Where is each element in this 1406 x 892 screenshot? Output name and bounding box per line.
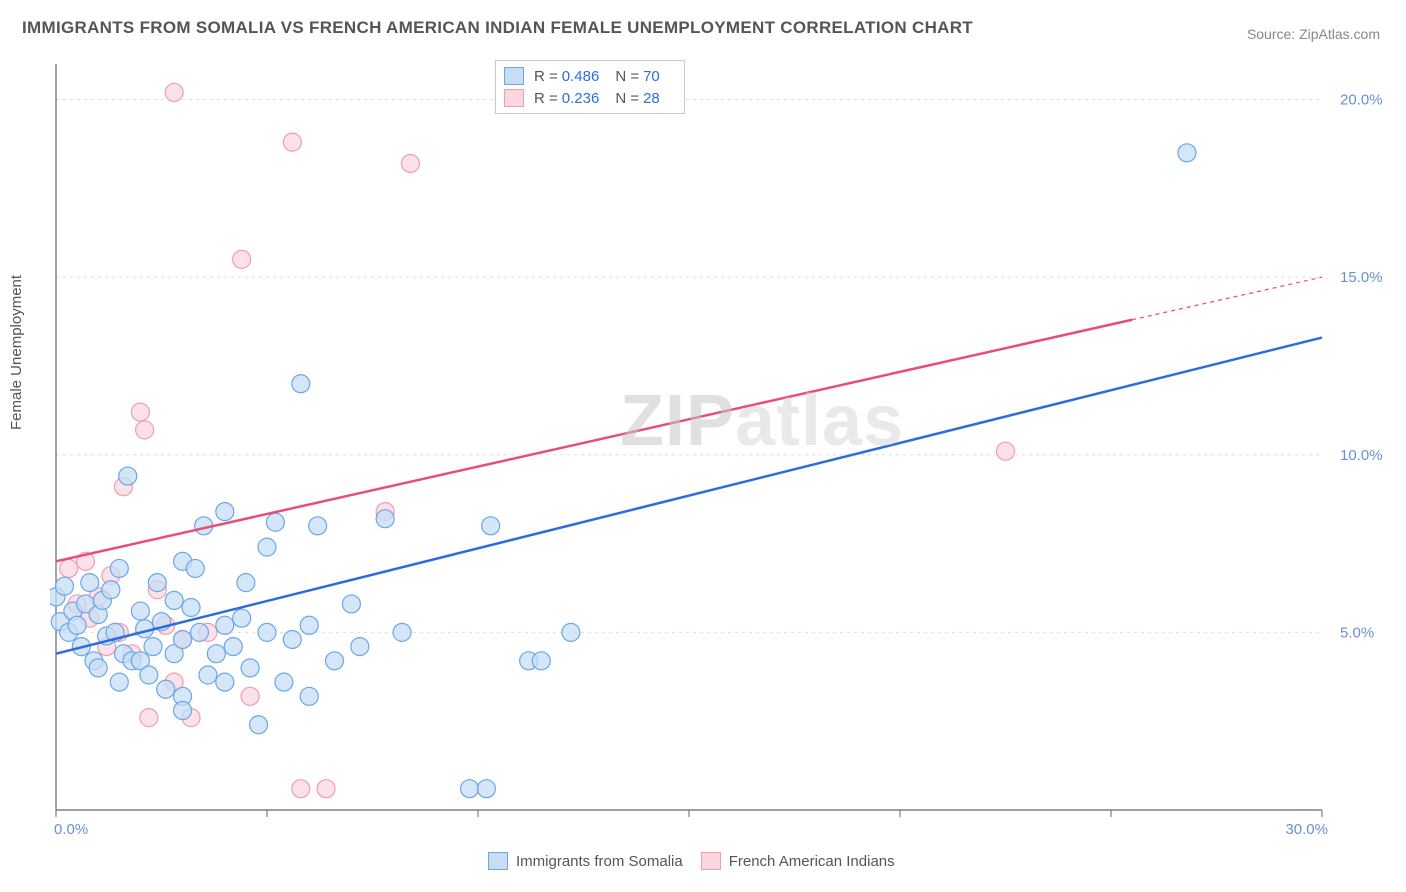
r-value: 0.236 — [562, 90, 600, 107]
source-attribution: Source: ZipAtlas.com — [1247, 26, 1380, 42]
legend-swatch-icon — [701, 852, 721, 870]
legend-swatch-icon — [488, 852, 508, 870]
correlation-legend: R =0.486 N =70 R =0.236 N =28 — [495, 60, 685, 114]
svg-text:30.0%: 30.0% — [1285, 821, 1328, 838]
legend-row: R =0.236 N =28 — [504, 87, 676, 109]
legend-swatch-icon — [504, 67, 524, 85]
r-label: R = — [534, 90, 558, 107]
svg-text:10.0%: 10.0% — [1340, 447, 1382, 464]
chart-title: IMMIGRANTS FROM SOMALIA VS FRENCH AMERIC… — [22, 18, 973, 38]
legend-swatch-icon — [504, 89, 524, 107]
n-label: N = — [615, 68, 639, 85]
svg-text:15.0%: 15.0% — [1340, 269, 1382, 286]
svg-text:20.0%: 20.0% — [1340, 92, 1382, 109]
correlation-scatter-plot: 5.0% 10.0% 15.0% 20.0% 0.0% 30.0% — [50, 58, 1382, 840]
r-label: R = — [534, 68, 558, 85]
legend-series-label: French American Indians — [729, 853, 895, 870]
n-label: N = — [615, 90, 639, 107]
series-legend: Immigrants from Somalia French American I… — [470, 852, 895, 870]
legend-row: R =0.486 N =70 — [504, 65, 676, 87]
legend-series-label: Immigrants from Somalia — [516, 853, 683, 870]
n-value: 28 — [643, 90, 660, 107]
svg-text:0.0%: 0.0% — [54, 821, 88, 838]
n-value: 70 — [643, 68, 660, 85]
y-axis-label: Female Unemployment — [8, 275, 25, 430]
r-value: 0.486 — [562, 68, 600, 85]
svg-text:5.0%: 5.0% — [1340, 624, 1374, 641]
